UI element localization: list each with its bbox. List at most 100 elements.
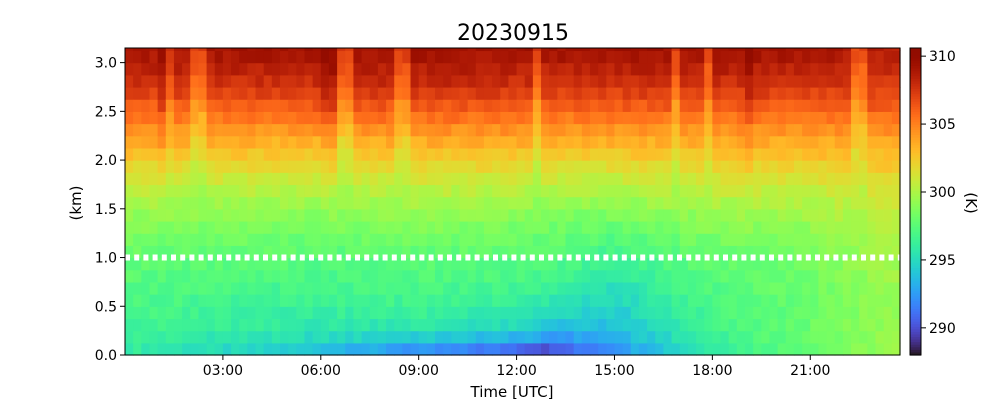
heatmap-cell	[214, 62, 224, 76]
heatmap-cell	[851, 330, 860, 344]
heatmap-cell	[198, 184, 208, 198]
heatmap-cell	[581, 269, 591, 283]
heatmap-cell	[467, 220, 477, 234]
heatmap-cell	[157, 160, 167, 173]
heatmap-cell	[785, 48, 795, 52]
heatmap-cell	[826, 160, 836, 173]
heatmap-cell	[687, 318, 697, 332]
colorbar-segment	[910, 140, 921, 144]
heatmap-cell	[753, 123, 762, 137]
heatmap-cell	[769, 294, 779, 307]
heatmap-cell	[826, 111, 836, 125]
heatmap-cell	[761, 99, 771, 112]
heatmap-cell	[280, 342, 289, 356]
heatmap-cell	[149, 86, 159, 100]
heatmap-cell	[671, 74, 681, 88]
heatmap-cell	[255, 160, 265, 173]
heatmap-cell	[834, 318, 844, 332]
heatmap-cell	[263, 257, 273, 271]
colorbar-segment	[910, 219, 921, 223]
heatmap-cell	[736, 74, 746, 88]
heatmap-cell	[222, 196, 232, 210]
y-tick-label: 0.0	[95, 348, 117, 364]
heatmap-cell	[720, 269, 730, 283]
heatmap-cell	[549, 245, 558, 259]
heatmap-cell	[647, 99, 656, 112]
heatmap-cell	[753, 342, 762, 356]
heatmap-cell	[687, 147, 697, 161]
heatmap-cell	[353, 257, 363, 271]
heatmap-cell	[149, 196, 159, 210]
heatmap-cell	[369, 50, 379, 64]
heatmap-cell	[157, 208, 167, 222]
heatmap-cell	[426, 50, 436, 64]
heatmap-cell	[125, 294, 134, 307]
heatmap-cell	[516, 281, 526, 295]
heatmap-cell	[516, 269, 526, 283]
heatmap-cell	[541, 330, 550, 344]
heatmap-cell	[328, 99, 338, 112]
heatmap-cell	[745, 74, 754, 88]
heatmap-cell	[769, 62, 779, 76]
heatmap-cell	[769, 147, 779, 161]
heatmap-cell	[377, 257, 387, 271]
heatmap-cell	[508, 330, 518, 344]
heatmap-cell	[394, 147, 403, 161]
heatmap-cell	[590, 123, 599, 137]
heatmap-cell	[712, 111, 722, 125]
heatmap-cell	[263, 281, 273, 295]
heatmap-cell	[353, 306, 363, 320]
heatmap-cell	[402, 184, 412, 198]
heatmap-cell	[467, 294, 477, 307]
colorbar-segment	[910, 303, 921, 307]
colorbar-segment	[910, 88, 921, 93]
heatmap-cell	[590, 294, 599, 307]
heatmap-cell	[214, 233, 224, 246]
heatmap-cell	[255, 306, 265, 320]
heatmap-cell	[516, 48, 526, 52]
heatmap-cell	[206, 220, 216, 234]
heatmap-cell	[369, 74, 379, 88]
heatmap-cell	[345, 48, 355, 52]
colorbar-segment	[910, 94, 921, 98]
heatmap-cell	[190, 196, 200, 210]
heatmap-cell	[459, 62, 469, 76]
colorbar-segment	[910, 145, 921, 149]
colorbar-segment	[910, 168, 921, 172]
heatmap-cell	[271, 318, 281, 332]
heatmap-cell	[875, 318, 885, 332]
heatmap-cell	[125, 62, 134, 76]
heatmap-cell	[206, 196, 216, 210]
heatmap-cell	[312, 86, 322, 100]
heatmap-cell	[859, 245, 868, 259]
heatmap-cell	[532, 48, 542, 52]
heatmap-cell	[614, 111, 624, 125]
heatmap-cell	[581, 62, 591, 76]
heatmap-cell	[622, 62, 632, 76]
heatmap-cell	[875, 330, 885, 344]
heatmap-cell	[606, 172, 616, 186]
heatmap-cell	[149, 62, 159, 76]
heatmap-cell	[369, 196, 379, 210]
heatmap-cell	[206, 330, 216, 344]
heatmap-cell	[492, 184, 501, 198]
heatmap-cell	[328, 123, 338, 137]
heatmap-cell	[157, 74, 167, 88]
heatmap-cell	[345, 342, 355, 356]
heatmap-cell	[222, 50, 232, 64]
heatmap-cell	[761, 257, 771, 271]
heatmap-cell	[361, 50, 371, 64]
heatmap-cell	[565, 294, 575, 307]
heatmap-cell	[239, 196, 248, 210]
heatmap-cell	[500, 48, 510, 52]
heatmap-cell	[263, 160, 273, 173]
heatmap-cell	[524, 342, 534, 356]
heatmap-cell	[451, 208, 461, 222]
heatmap-cell	[842, 208, 852, 222]
heatmap-cell	[418, 50, 428, 64]
heatmap-cell	[810, 245, 820, 259]
heatmap-cell	[157, 196, 167, 210]
heatmap-cell	[745, 184, 754, 198]
heatmap-cell	[190, 99, 200, 112]
heatmap-cell	[524, 135, 534, 149]
